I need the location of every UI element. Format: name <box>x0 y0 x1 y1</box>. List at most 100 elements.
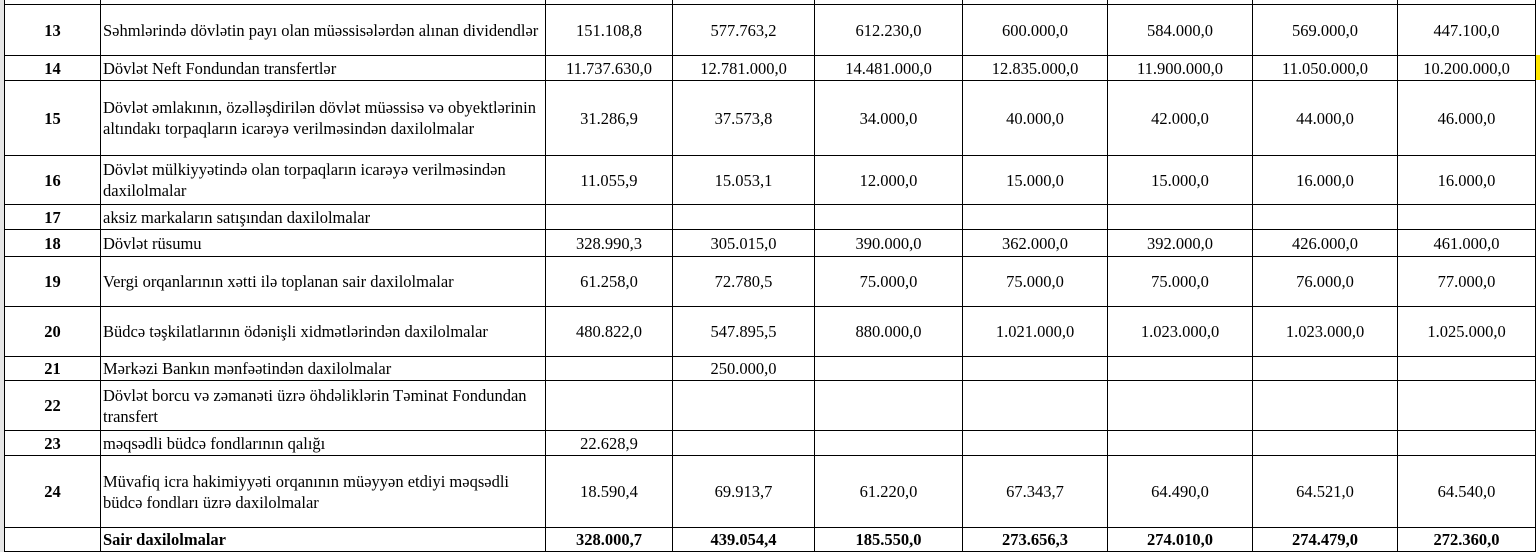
value-cell[interactable]: 584.000,0 <box>1107 4 1253 56</box>
value-cell[interactable]: 10.200.000,0 <box>1397 55 1536 81</box>
value-cell[interactable]: 77.000,0 <box>1397 256 1536 307</box>
row-number[interactable]: 16 <box>4 155 101 205</box>
value-cell[interactable]: 44.000,0 <box>1252 80 1398 156</box>
value-cell[interactable]: 272.360,0 <box>1397 527 1536 552</box>
value-cell[interactable]: 18.590,4 <box>545 455 673 528</box>
value-cell[interactable] <box>1252 204 1398 230</box>
value-cell[interactable]: 15.053,1 <box>672 155 815 205</box>
row-label[interactable]: Sair daxilolmalar <box>100 527 546 552</box>
value-cell[interactable] <box>1397 204 1536 230</box>
value-cell[interactable] <box>1397 356 1536 381</box>
value-cell[interactable]: 274.010,0 <box>1107 527 1253 552</box>
row-number[interactable] <box>4 527 101 552</box>
value-cell[interactable] <box>672 430 815 456</box>
value-cell[interactable]: 31.286,9 <box>545 80 673 156</box>
value-cell[interactable]: 69.913,7 <box>672 455 815 528</box>
value-cell[interactable]: 75.000,0 <box>814 256 963 307</box>
value-cell[interactable] <box>1397 430 1536 456</box>
value-cell[interactable]: 1.023.000,0 <box>1107 306 1253 357</box>
value-cell[interactable] <box>962 380 1108 431</box>
value-cell[interactable] <box>1107 430 1253 456</box>
value-cell[interactable] <box>1252 380 1398 431</box>
value-cell[interactable]: 64.521,0 <box>1252 455 1398 528</box>
row-label[interactable]: məqsədli büdcə fondlarının qalığı <box>100 430 546 456</box>
value-cell[interactable]: 11.050.000,0 <box>1252 55 1398 81</box>
value-cell[interactable]: 461.000,0 <box>1397 229 1536 257</box>
value-cell[interactable]: 12.781.000,0 <box>672 55 815 81</box>
value-cell[interactable]: 15.000,0 <box>962 155 1108 205</box>
value-cell[interactable]: 16.000,0 <box>1397 155 1536 205</box>
value-cell[interactable] <box>814 204 963 230</box>
value-cell[interactable]: 328.990,3 <box>545 229 673 257</box>
value-cell[interactable]: 11.737.630,0 <box>545 55 673 81</box>
value-cell[interactable] <box>545 356 673 381</box>
row-number[interactable]: 13 <box>4 4 101 56</box>
value-cell[interactable] <box>814 380 963 431</box>
value-cell[interactable]: 11.900.000,0 <box>1107 55 1253 81</box>
value-cell[interactable] <box>1252 356 1398 381</box>
row-label[interactable]: Dövlət mülkiyyətində olan torpaqların ic… <box>100 155 546 205</box>
row-number[interactable]: 17 <box>4 204 101 230</box>
value-cell[interactable] <box>672 380 815 431</box>
value-cell[interactable]: 1.023.000,0 <box>1252 306 1398 357</box>
value-cell[interactable]: 426.000,0 <box>1252 229 1398 257</box>
row-label[interactable]: Səhmlərində dövlətin payı olan müəssisəl… <box>100 4 546 56</box>
value-cell[interactable]: 439.054,4 <box>672 527 815 552</box>
value-cell[interactable]: 42.000,0 <box>1107 80 1253 156</box>
value-cell[interactable]: 1.025.000,0 <box>1397 306 1536 357</box>
value-cell[interactable] <box>545 380 673 431</box>
value-cell[interactable]: 880.000,0 <box>814 306 963 357</box>
value-cell[interactable] <box>962 430 1108 456</box>
value-cell[interactable] <box>545 204 673 230</box>
value-cell[interactable]: 274.479,0 <box>1252 527 1398 552</box>
value-cell[interactable]: 250.000,0 <box>672 356 815 381</box>
value-cell[interactable] <box>814 430 963 456</box>
value-cell[interactable]: 273.656,3 <box>962 527 1108 552</box>
row-number[interactable]: 24 <box>4 455 101 528</box>
row-label[interactable]: Büdcə təşkilatlarının ödənişli xidmətlər… <box>100 306 546 357</box>
value-cell[interactable] <box>962 204 1108 230</box>
row-number[interactable]: 20 <box>4 306 101 357</box>
row-label[interactable]: Müvafiq icra hakimiyyəti orqanının müəyy… <box>100 455 546 528</box>
value-cell[interactable]: 75.000,0 <box>962 256 1108 307</box>
value-cell[interactable]: 577.763,2 <box>672 4 815 56</box>
value-cell[interactable]: 1.021.000,0 <box>962 306 1108 357</box>
row-label[interactable]: Dövlət rüsumu <box>100 229 546 257</box>
value-cell[interactable]: 328.000,7 <box>545 527 673 552</box>
value-cell[interactable] <box>1397 380 1536 431</box>
row-label[interactable]: Dövlət Neft Fondundan transfertlər <box>100 55 546 81</box>
row-number[interactable]: 21 <box>4 356 101 381</box>
row-label[interactable]: Dövlət əmlakının, özəlləşdirilən dövlət … <box>100 80 546 156</box>
value-cell[interactable]: 600.000,0 <box>962 4 1108 56</box>
value-cell[interactable]: 12.835.000,0 <box>962 55 1108 81</box>
value-cell[interactable]: 40.000,0 <box>962 80 1108 156</box>
row-number[interactable]: 15 <box>4 80 101 156</box>
row-number[interactable]: 23 <box>4 430 101 456</box>
value-cell[interactable]: 14.481.000,0 <box>814 55 963 81</box>
row-label[interactable]: Mərkəzi Bankın mənfəətindən daxilolmalar <box>100 356 546 381</box>
value-cell[interactable]: 72.780,5 <box>672 256 815 307</box>
value-cell[interactable] <box>962 356 1108 381</box>
row-label[interactable]: Dövlət borcu və zəmanəti üzrə öhdəliklər… <box>100 380 546 431</box>
value-cell[interactable]: 480.822,0 <box>545 306 673 357</box>
value-cell[interactable]: 185.550,0 <box>814 527 963 552</box>
value-cell[interactable]: 22.628,9 <box>545 430 673 456</box>
value-cell[interactable]: 569.000,0 <box>1252 4 1398 56</box>
row-number[interactable]: 14 <box>4 55 101 81</box>
value-cell[interactable]: 37.573,8 <box>672 80 815 156</box>
value-cell[interactable]: 447.100,0 <box>1397 4 1536 56</box>
value-cell[interactable] <box>1252 430 1398 456</box>
value-cell[interactable]: 612.230,0 <box>814 4 963 56</box>
value-cell[interactable]: 305.015,0 <box>672 229 815 257</box>
value-cell[interactable]: 64.490,0 <box>1107 455 1253 528</box>
value-cell[interactable]: 392.000,0 <box>1107 229 1253 257</box>
value-cell[interactable] <box>1107 380 1253 431</box>
value-cell[interactable]: 67.343,7 <box>962 455 1108 528</box>
value-cell[interactable]: 547.895,5 <box>672 306 815 357</box>
value-cell[interactable] <box>672 204 815 230</box>
row-label[interactable]: aksiz markaların satışından daxilolmalar <box>100 204 546 230</box>
value-cell[interactable]: 390.000,0 <box>814 229 963 257</box>
value-cell[interactable]: 75.000,0 <box>1107 256 1253 307</box>
value-cell[interactable]: 11.055,9 <box>545 155 673 205</box>
row-number[interactable]: 18 <box>4 229 101 257</box>
